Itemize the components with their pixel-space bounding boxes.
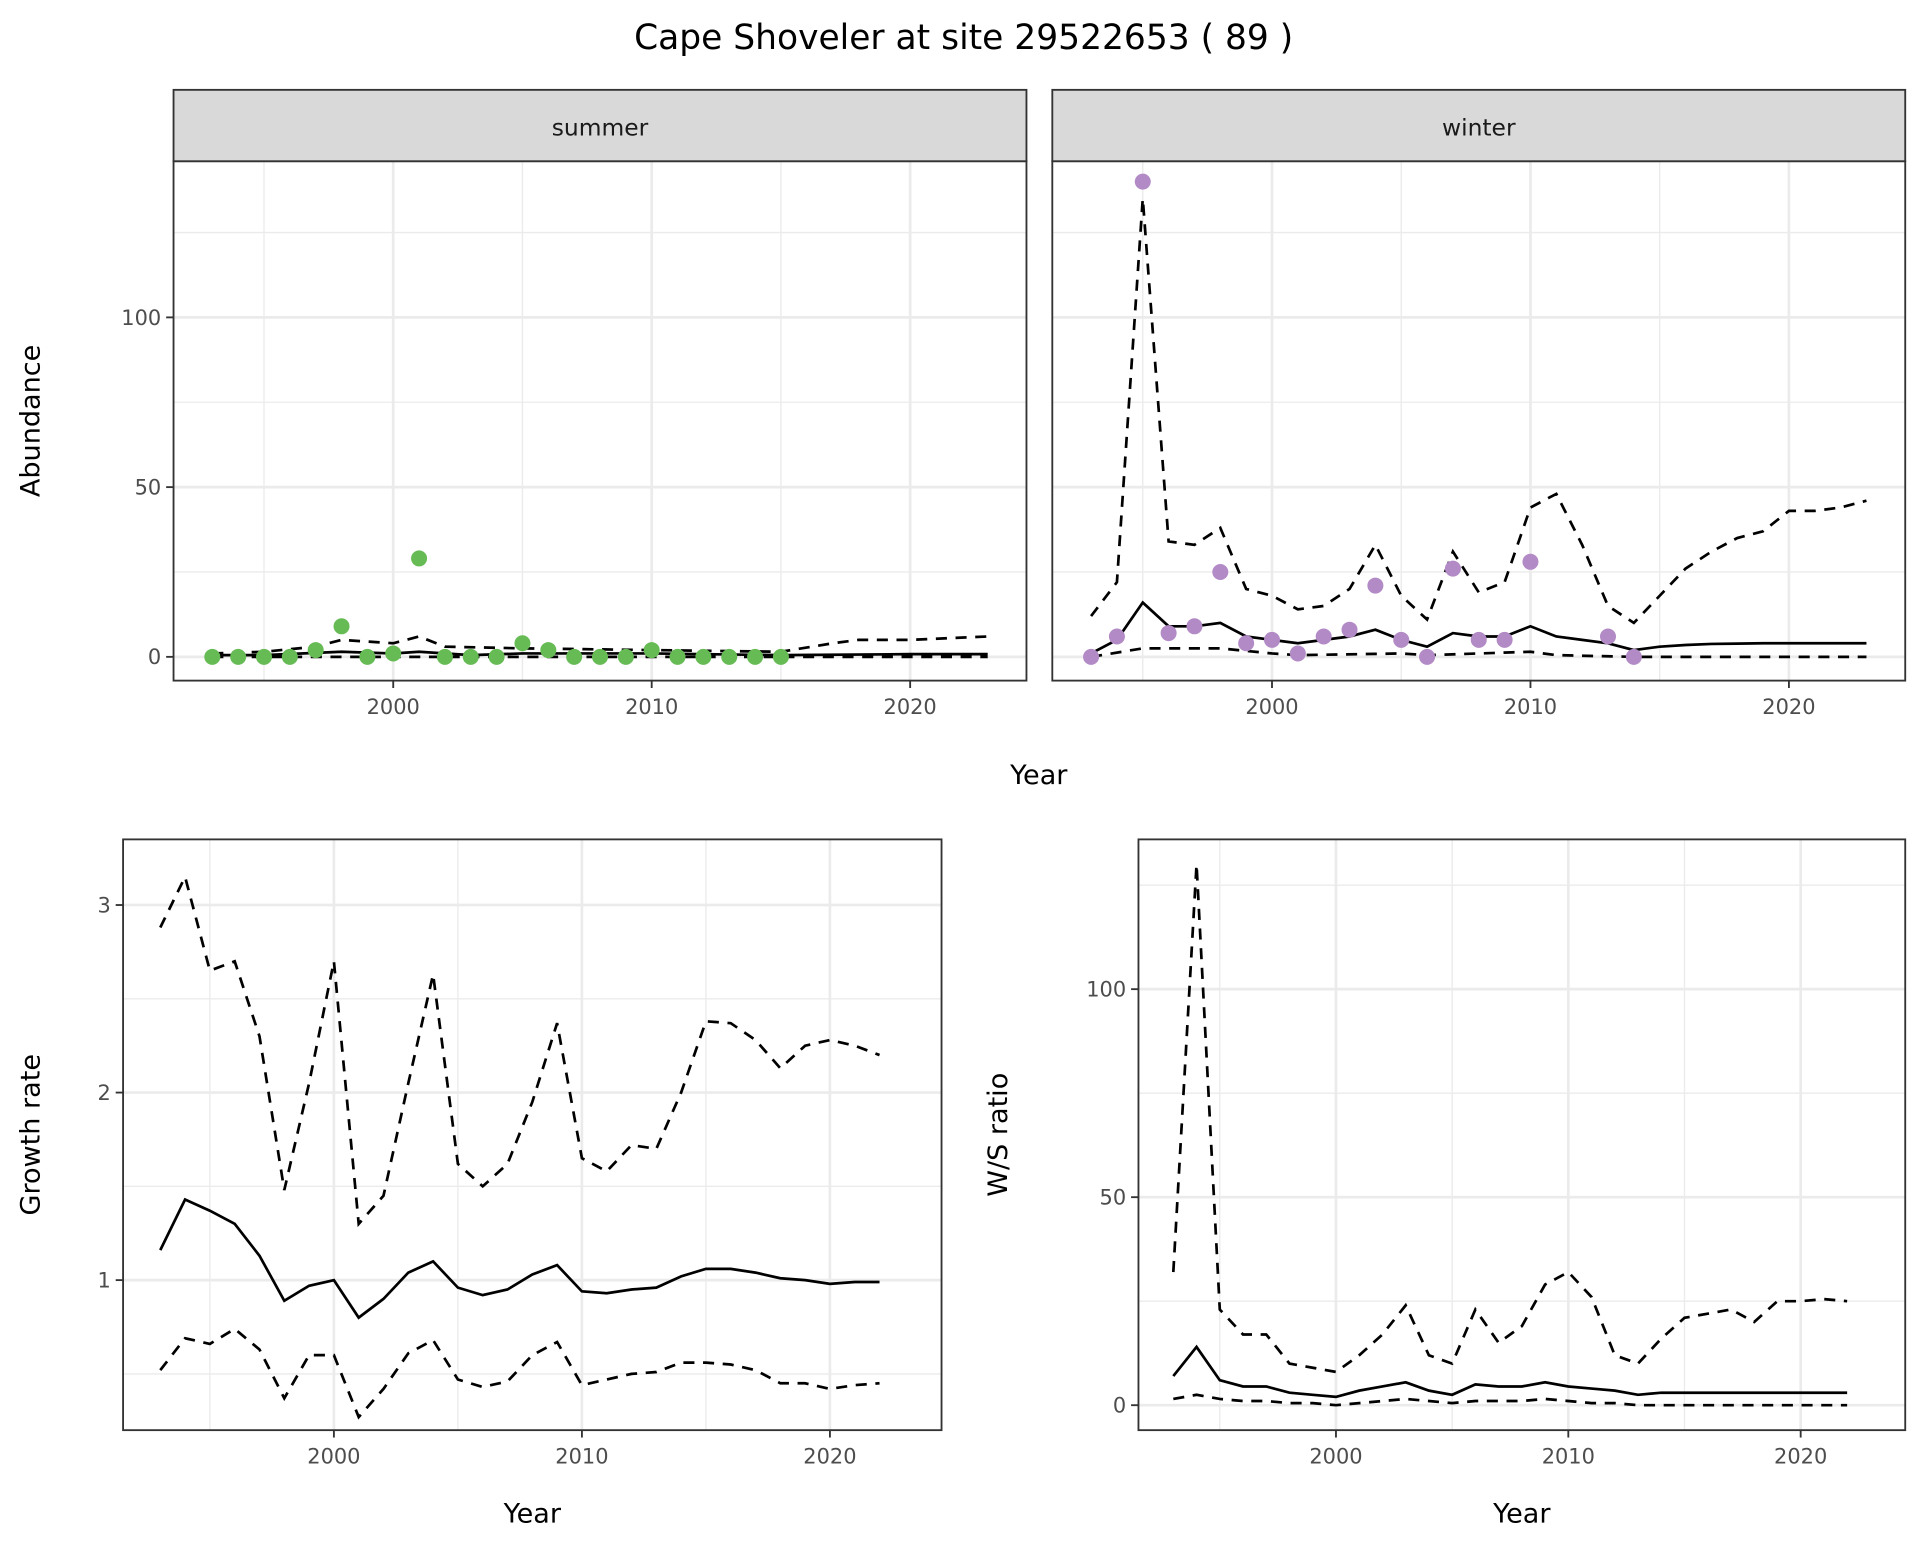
- series-line-upper: [1089, 198, 1867, 625]
- data-point: [256, 648, 272, 665]
- y-tick-label: 100: [1086, 978, 1126, 1002]
- y-tick-label: 50: [135, 476, 162, 500]
- data-point: [669, 648, 686, 665]
- y-axis-label: Abundance: [15, 345, 46, 497]
- data-point: [411, 550, 428, 567]
- chart-title: Cape Shoveler at site 29522653 ( 89 ): [634, 18, 1293, 58]
- data-point: [385, 645, 402, 662]
- facet-strip: [1051, 88, 1907, 163]
- x-axis-label: Year: [1009, 760, 1068, 791]
- panel-background: [1138, 839, 1906, 1431]
- y-tick-label: 50: [1100, 1186, 1127, 1210]
- data-point: [695, 648, 712, 665]
- x-tick-label: 2000: [1245, 695, 1298, 719]
- panel-4: 2000 2010 2020 0 50 100 W/S ratio Year: [983, 838, 1907, 1529]
- data-point: [307, 642, 324, 659]
- data-point: [1419, 648, 1436, 665]
- data-point: [1367, 577, 1384, 594]
- data-point: [592, 648, 608, 665]
- data-point: [1625, 648, 1642, 665]
- data-point: [540, 642, 557, 659]
- panel-background: [123, 839, 942, 1431]
- panel-background: [173, 161, 1027, 681]
- data-point: [1134, 173, 1151, 190]
- data-point: [462, 648, 479, 665]
- data-point: [1444, 560, 1461, 577]
- x-axis-label: Year: [1492, 1498, 1551, 1529]
- x-tick-label: 2020: [1774, 1444, 1827, 1468]
- y-tick-label: 1: [97, 1269, 110, 1293]
- panel-3: 2000 2010 2020 1 2 3 Growth rate Year: [15, 838, 943, 1529]
- y-tick-label: 2: [97, 1081, 110, 1105]
- x-tick-label: 2020: [803, 1444, 856, 1468]
- data-point: [1264, 631, 1280, 648]
- y-tick-label: 0: [1113, 1394, 1126, 1418]
- y-tick-label: 3: [97, 893, 110, 917]
- series-line-lower: [1173, 1393, 1848, 1407]
- data-point: [643, 642, 660, 659]
- data-point: [617, 648, 634, 665]
- data-point: [1600, 628, 1616, 645]
- data-point: [488, 648, 505, 665]
- facet-label: winter: [1442, 113, 1516, 141]
- x-axis-label: Year: [503, 1498, 562, 1529]
- facet-strip: [172, 88, 1028, 163]
- panel-1: summer 2000 2010 2020 0 50 100 Abundance: [15, 88, 1028, 719]
- data-point: [281, 648, 298, 665]
- x-tick-label: 2010: [1542, 1444, 1595, 1468]
- panel-border: [1137, 838, 1907, 1432]
- series-line-upper: [1171, 864, 1848, 1374]
- x-tick-label: 2000: [307, 1444, 360, 1468]
- series-line-lower: [1090, 647, 1867, 659]
- x-tick-label: 2020: [1762, 695, 1815, 719]
- x-tick-label: 2010: [555, 1444, 608, 1468]
- series-line-mean: [159, 1197, 880, 1320]
- panel-border: [122, 838, 943, 1432]
- x-tick-label: 2000: [367, 695, 420, 719]
- data-point: [204, 648, 221, 665]
- series-line-upper: [159, 873, 881, 1228]
- y-axis-label: Growth rate: [15, 1054, 46, 1216]
- panel-2: winter 2000 2010 2020: [1051, 88, 1907, 719]
- data-point: [359, 648, 376, 665]
- x-tick-label: 2020: [884, 695, 937, 719]
- data-point: [1315, 628, 1332, 645]
- data-point: [514, 635, 531, 652]
- panel-background: [1052, 161, 1906, 681]
- y-tick-label: 0: [148, 645, 161, 669]
- data-point: [1393, 631, 1410, 648]
- data-point: [1212, 563, 1229, 580]
- y-tick-label: 100: [121, 306, 161, 330]
- data-point: [1289, 645, 1306, 662]
- data-point: [1522, 553, 1539, 570]
- x-tick-label: 2010: [1504, 695, 1557, 719]
- data-point: [1160, 625, 1177, 642]
- data-point: [1496, 631, 1513, 648]
- data-point: [1470, 631, 1487, 648]
- data-point: [772, 648, 789, 665]
- x-tick-label: 2000: [1309, 1444, 1362, 1468]
- data-point: [747, 648, 764, 665]
- data-point: [1083, 648, 1100, 665]
- series-line-mean: [1172, 1344, 1848, 1399]
- data-point: [436, 648, 453, 665]
- data-point: [1341, 621, 1358, 638]
- data-point: [1108, 628, 1125, 645]
- data-point: [333, 618, 350, 635]
- facet-label: summer: [552, 113, 649, 141]
- data-point: [1186, 618, 1203, 635]
- data-point: [721, 648, 738, 665]
- data-point: [1238, 635, 1255, 652]
- x-tick-label: 2010: [625, 695, 678, 719]
- data-point: [230, 648, 247, 665]
- data-point: [566, 648, 583, 665]
- y-axis-label: W/S ratio: [983, 1073, 1014, 1197]
